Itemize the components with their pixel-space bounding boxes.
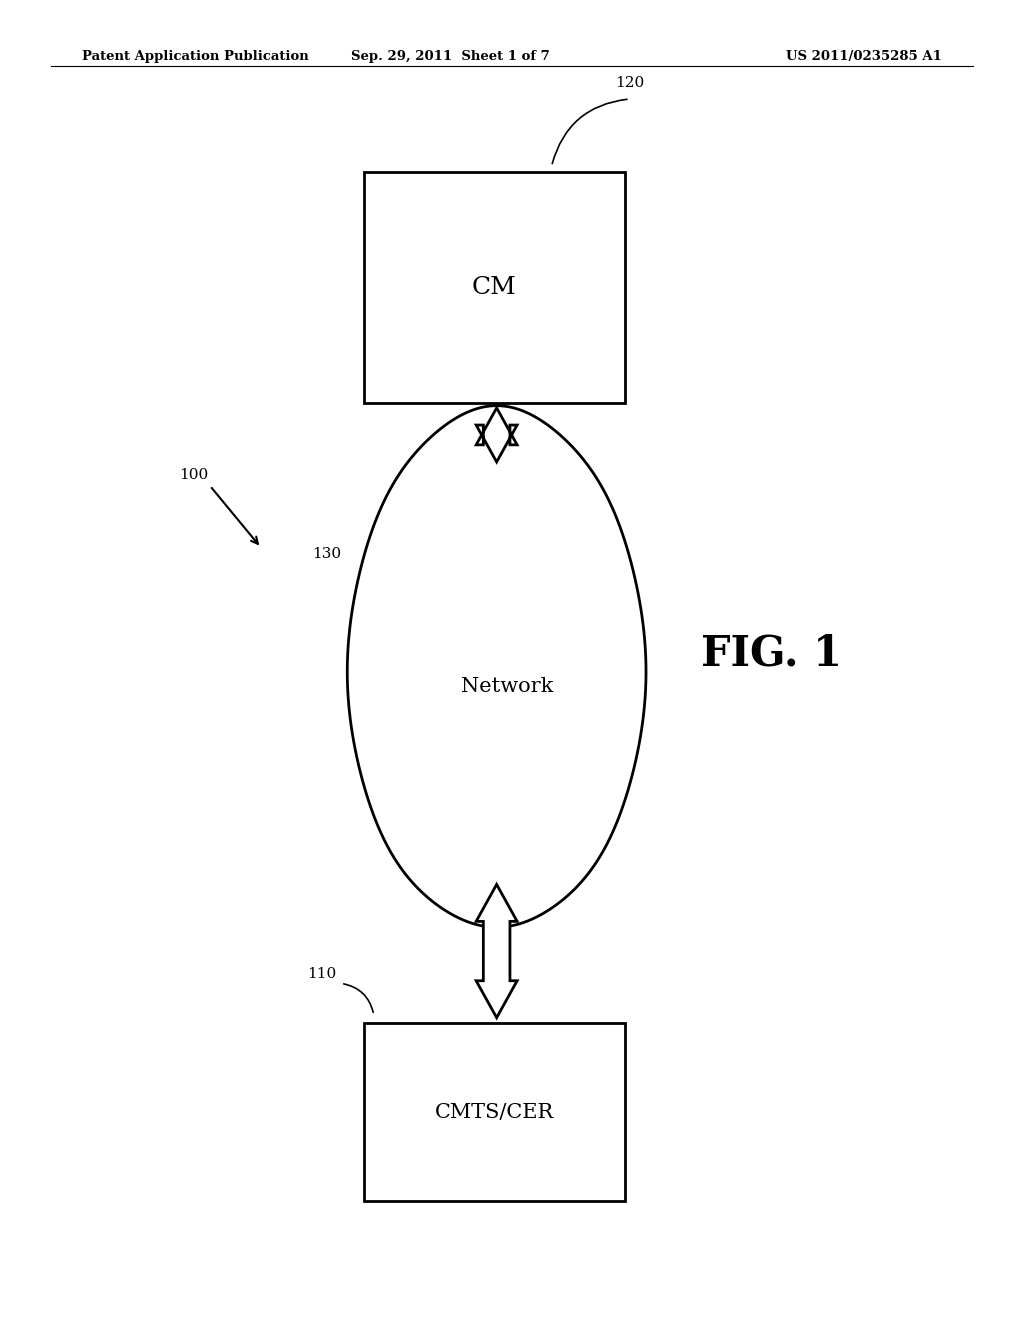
- Text: 100: 100: [179, 469, 209, 482]
- Text: CMTS/CER: CMTS/CER: [434, 1102, 554, 1122]
- Text: US 2011/0235285 A1: US 2011/0235285 A1: [786, 50, 942, 63]
- Bar: [364, 172, 625, 403]
- Text: 110: 110: [307, 966, 337, 981]
- Text: 120: 120: [615, 75, 644, 90]
- Text: CM: CM: [472, 276, 516, 298]
- Polygon shape: [347, 405, 646, 927]
- Polygon shape: [476, 408, 517, 462]
- Text: Network: Network: [461, 677, 553, 696]
- Polygon shape: [476, 884, 517, 1018]
- Text: Sep. 29, 2011  Sheet 1 of 7: Sep. 29, 2011 Sheet 1 of 7: [351, 50, 550, 63]
- Bar: [364, 1023, 625, 1201]
- Text: Patent Application Publication: Patent Application Publication: [82, 50, 308, 63]
- Text: FIG. 1: FIG. 1: [701, 632, 843, 675]
- Text: 130: 130: [312, 546, 341, 561]
